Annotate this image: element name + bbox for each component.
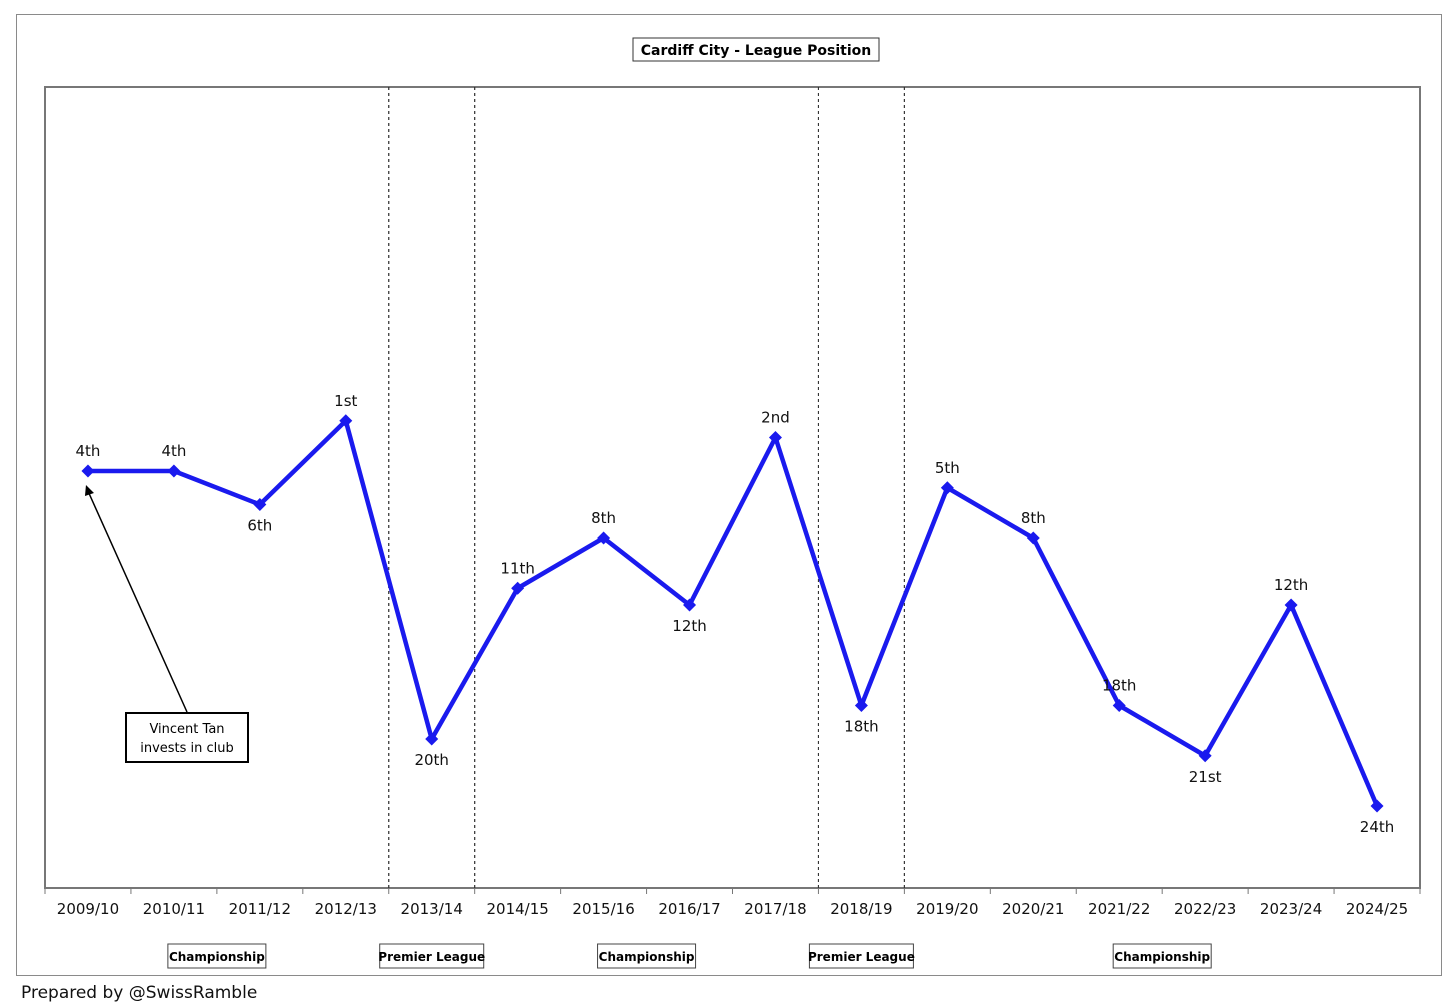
- data-label: 6th: [247, 517, 272, 535]
- x-tick-label: 2014/15: [486, 900, 548, 918]
- x-tick-label: 2019/20: [916, 900, 978, 918]
- league-label: Premier League: [808, 950, 915, 964]
- chart-frame: [16, 14, 1442, 976]
- data-point: [1112, 699, 1126, 712]
- data-label: 12th: [1274, 576, 1308, 594]
- data-label: 11th: [500, 559, 534, 577]
- annotation-text: invests in club: [140, 741, 234, 756]
- x-tick-label: 2012/13: [315, 900, 377, 918]
- chart-title: Cardiff City - League Position: [641, 43, 871, 59]
- league-box: [808, 943, 914, 969]
- league-box: [1112, 943, 1212, 969]
- annotation-arrow-line: [87, 490, 188, 713]
- data-label: 18th: [844, 718, 878, 736]
- x-tick-label: 2018/19: [830, 900, 892, 918]
- data-point: [683, 598, 697, 612]
- data-label: 4th: [161, 442, 186, 460]
- league-box: [597, 943, 697, 969]
- x-tick-label: 2022/23: [1174, 900, 1236, 918]
- data-label: 12th: [672, 617, 706, 635]
- data-point: [854, 699, 868, 712]
- annotation-arrowhead: [84, 485, 94, 496]
- x-tick-label: 2011/12: [229, 900, 291, 918]
- league-label: Championship: [599, 950, 695, 964]
- data-point: [940, 481, 954, 495]
- data-point: [1284, 598, 1298, 612]
- x-tick-label: 2023/24: [1260, 900, 1322, 918]
- data-label: 5th: [935, 459, 960, 477]
- data-label: 20th: [414, 751, 448, 769]
- x-tick-label: 2013/14: [401, 900, 463, 918]
- data-point: [768, 431, 782, 444]
- x-tick-label: 2010/11: [143, 900, 205, 918]
- data-point: [81, 464, 95, 478]
- annotation-box: [125, 712, 249, 763]
- data-point: [1026, 531, 1040, 545]
- chart-title-box: [632, 37, 880, 62]
- data-point: [511, 581, 525, 595]
- data-label: 8th: [591, 509, 616, 527]
- x-tick-label: 2015/16: [572, 900, 634, 918]
- data-label: 18th: [1102, 677, 1136, 695]
- x-tick-label: 2020/21: [1002, 900, 1064, 918]
- league-label: Championship: [1114, 950, 1210, 964]
- data-label: 8th: [1021, 509, 1046, 527]
- series-line: [87, 418, 1380, 807]
- annotation-text: Vincent Tan: [149, 722, 224, 737]
- x-tick-label: 2009/10: [57, 900, 119, 918]
- data-label: 2nd: [761, 409, 790, 427]
- league-box: [379, 943, 485, 969]
- data-point: [339, 414, 353, 428]
- data-label: 4th: [76, 442, 101, 460]
- data-point: [425, 732, 439, 746]
- data-label: 1st: [334, 392, 357, 410]
- data-label: 24th: [1360, 818, 1394, 836]
- league-label: Premier League: [378, 950, 485, 964]
- x-tick-label: 2024/25: [1346, 900, 1408, 918]
- data-point: [1370, 799, 1384, 813]
- data-point: [253, 498, 267, 511]
- x-tick-label: 2016/17: [658, 900, 720, 918]
- data-point: [597, 531, 611, 545]
- x-tick-label: 2017/18: [744, 900, 806, 918]
- league-label: Championship: [169, 950, 265, 964]
- x-tick-label: 2021/22: [1088, 900, 1150, 918]
- footer-credit: Prepared by @SwissRamble: [21, 983, 258, 1003]
- data-point: [1198, 749, 1212, 763]
- data-point: [167, 464, 181, 478]
- league-box: [167, 943, 267, 969]
- data-label: 21st: [1189, 768, 1222, 786]
